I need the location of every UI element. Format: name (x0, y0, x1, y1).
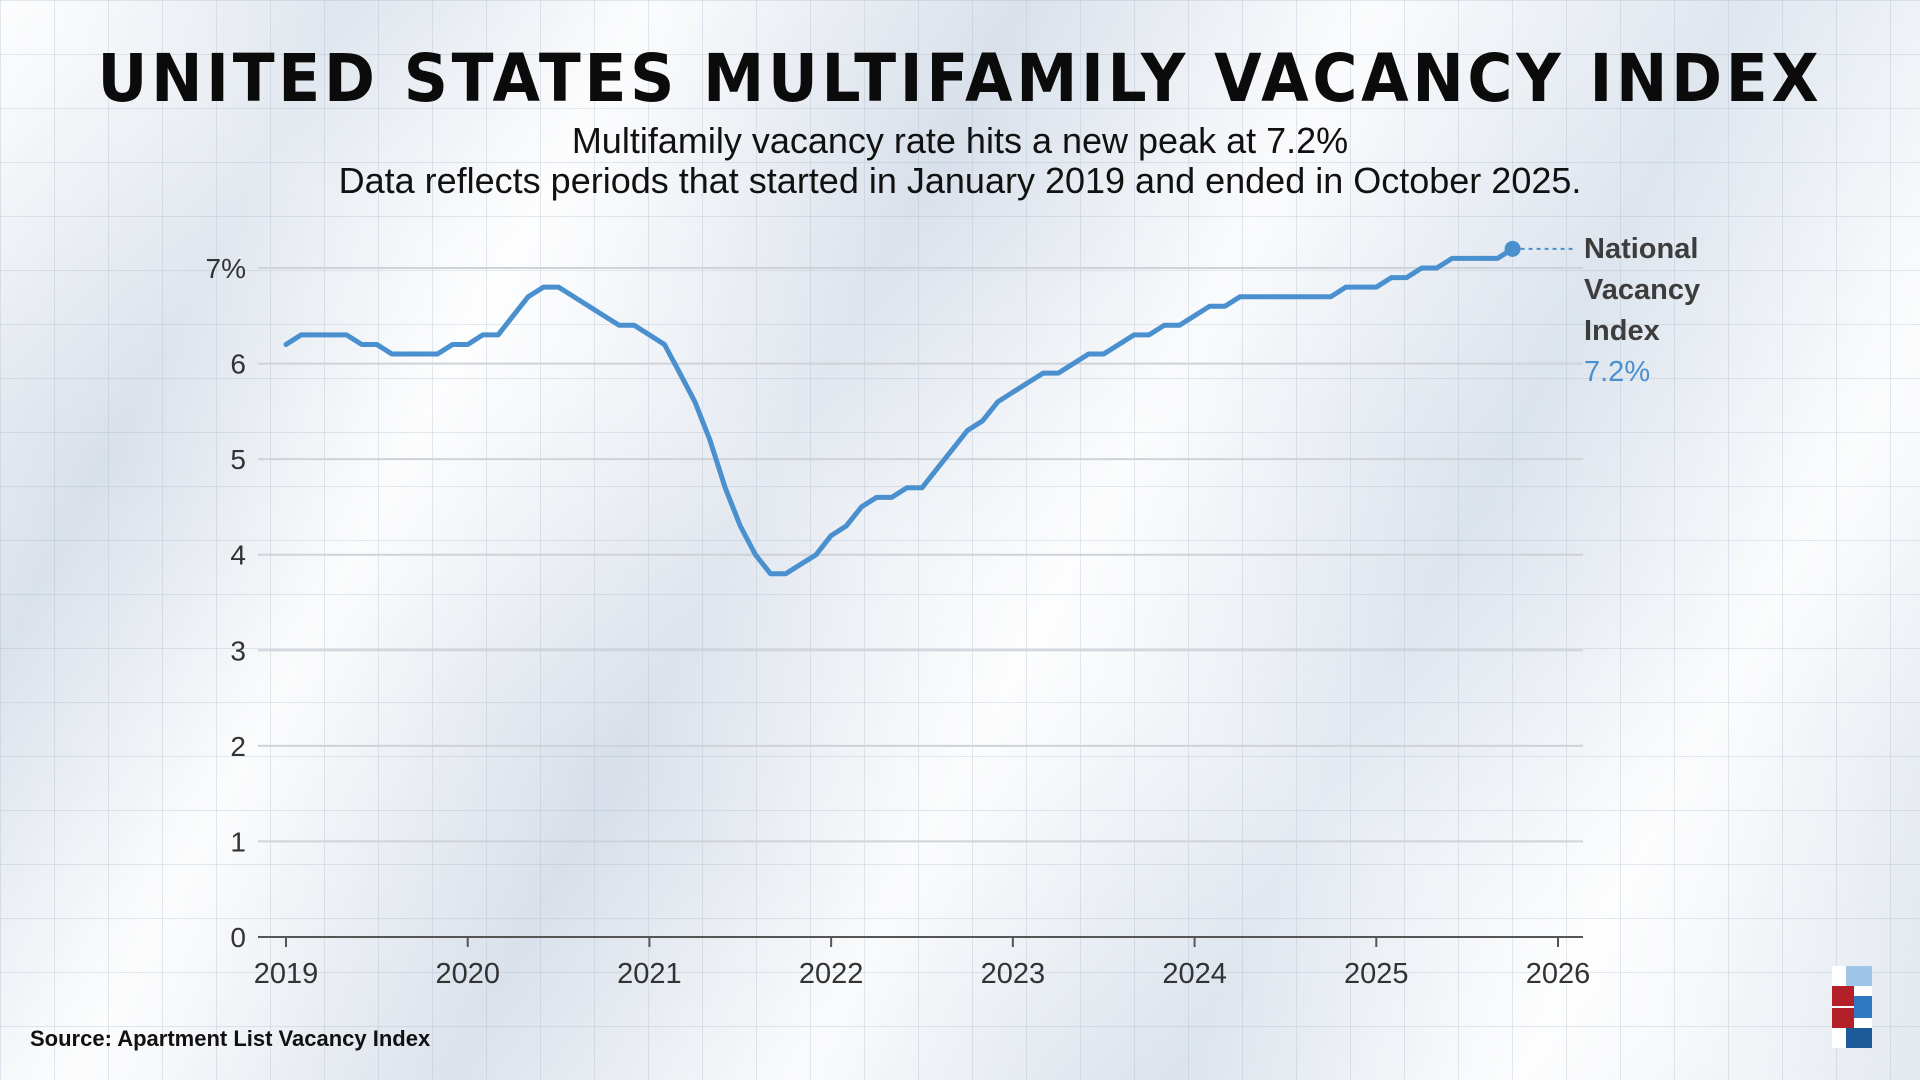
y-tick-label: 5 (230, 444, 246, 475)
series-label-line: Vacancy (1584, 274, 1700, 306)
y-tick-label: 6 (230, 349, 246, 380)
y-tick-label: 3 (230, 635, 246, 666)
x-tick-label: 2025 (1344, 958, 1409, 990)
y-tick-label: 7% (206, 253, 246, 284)
series-label-line: National (1584, 233, 1698, 265)
y-tick-label: 2 (230, 731, 246, 762)
series-label: National Vacancy Index 7.2% (1584, 233, 1700, 388)
y-tick-label: 1 (230, 826, 246, 857)
x-tick-label: 2021 (617, 958, 682, 990)
grid-lines (258, 268, 1583, 841)
series-layer (286, 241, 1576, 574)
brand-logo-icon (1832, 966, 1872, 1048)
y-tick-label: 4 (230, 540, 246, 571)
x-tick-label: 2019 (254, 958, 319, 990)
series-line-national-vacancy-index (286, 249, 1513, 574)
series-end-point (1505, 241, 1521, 257)
x-tick-label: 2023 (981, 958, 1046, 990)
series-label-line: Index (1584, 315, 1660, 347)
x-tick-label: 2020 (435, 958, 500, 990)
x-tick-label: 2022 (799, 958, 864, 990)
x-tick-label: 2024 (1162, 958, 1227, 990)
y-axis-tick-labels: 0 1 2 3 4 5 6 7% (206, 253, 246, 953)
series-end-value-label: 7.2% (1584, 356, 1650, 388)
y-tick-label: 0 (230, 922, 246, 953)
x-tick-label: 2026 (1526, 958, 1591, 990)
x-axis: 2019 2020 2021 2022 2023 2024 2025 2026 (254, 937, 1591, 990)
source-note: Source: Apartment List Vacancy Index (30, 1026, 430, 1052)
